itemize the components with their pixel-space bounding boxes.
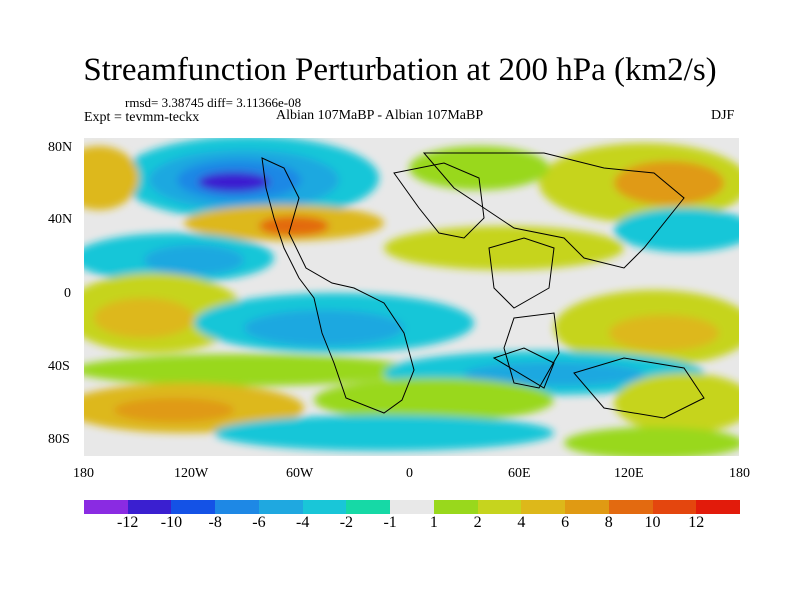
x-tick-0: 0 — [406, 466, 413, 481]
contour-pos-10-namerica — [259, 216, 329, 236]
contour-pos-6-tropics-west — [94, 298, 194, 338]
colorbar-label: -12 — [117, 514, 139, 531]
colorbar-cell — [433, 500, 479, 514]
colorbar-cell — [127, 500, 172, 514]
coastlines — [261, 152, 705, 419]
experiment-label: Expt = tevmm-teckx — [84, 110, 200, 125]
colorbar-cell — [346, 500, 391, 514]
coastline-greenland — [393, 162, 485, 239]
x-tick-180w: 180 — [73, 466, 94, 481]
colorbar-cell — [258, 500, 304, 514]
coastline-south-africa — [503, 312, 560, 389]
coastline-west-africa — [488, 237, 555, 309]
colorbar-cell — [521, 500, 566, 514]
comparison-label: Albian 107MaBP - Albian 107MaBP — [276, 108, 484, 123]
colorbar-cell — [302, 500, 347, 514]
colorbar-cell — [565, 500, 610, 514]
coastline-madagascar — [492, 347, 555, 389]
colorbar-label: -2 — [339, 514, 354, 531]
contour-pos-6-westedge — [84, 146, 139, 210]
coastline-eurasia — [422, 152, 685, 269]
y-tick-40n: 40N — [48, 212, 73, 227]
colorbar-cell — [390, 500, 435, 514]
colorbar-cell — [84, 500, 129, 514]
colorbar-cell — [171, 500, 216, 514]
contour-pos-6-tropics-east — [609, 315, 719, 351]
contour-pos-4-smid-east — [614, 373, 739, 433]
contour-pos-2-natl — [409, 146, 549, 190]
season-label: DJF — [711, 108, 735, 123]
contour-neg-10-npac — [198, 172, 270, 192]
contour-pos-8-smid-west — [114, 398, 234, 422]
contour-pos-2-smid — [314, 378, 554, 422]
colorbar-cell — [608, 500, 654, 514]
map-title: Streamfunction Perturbation at 200 hPa (… — [83, 52, 717, 88]
coastline-americas — [261, 157, 415, 414]
colorbar-cell — [696, 500, 741, 514]
x-tick-60e: 60E — [508, 466, 531, 481]
colorbar-label: -1 — [383, 514, 397, 531]
colorbar-cell — [652, 500, 697, 514]
y-tick-80s: 80S — [48, 432, 70, 447]
y-tick-0: 0 — [64, 286, 71, 301]
contour-fields — [84, 138, 739, 456]
colorbar-label: -4 — [295, 514, 310, 531]
contour-neg-4-tropics — [244, 310, 404, 346]
colorbar-label: 12 — [688, 514, 705, 531]
contour-pos-2-ssubtrop — [84, 354, 414, 386]
colorbar-label: -8 — [208, 514, 222, 531]
colorbar-cell — [215, 500, 260, 514]
y-tick-80n: 80N — [48, 140, 73, 155]
contour-neg-2-shigh — [214, 415, 554, 451]
contour-pos-2-shigh — [564, 427, 739, 456]
x-tick-180e: 180 — [729, 466, 750, 481]
coastline-antarctica-australia — [573, 357, 705, 419]
colorbar-label: 4 — [517, 514, 526, 531]
contour-neg-4-ssubtrop — [464, 362, 644, 386]
x-tick-120e: 120E — [614, 466, 644, 481]
y-tick-40s: 40S — [48, 359, 70, 374]
contour-pos-4-tethys — [384, 226, 624, 270]
stats-text: rmsd= 3.38745 diff= 3.11366e-08 — [125, 95, 302, 110]
colorbar-label: 6 — [561, 514, 570, 531]
map-plot — [84, 138, 739, 456]
contour-pos-8-eurasia — [614, 161, 724, 205]
contour-neg-4-subtrop — [144, 245, 244, 275]
colorbar-cell — [477, 500, 522, 514]
x-tick-60w: 60W — [286, 466, 314, 481]
colorbar-label: -10 — [160, 514, 183, 531]
colorbar-label: 2 — [473, 514, 482, 531]
contour-neg-2-npacific-east — [614, 208, 739, 252]
colorbar-label: 1 — [429, 514, 438, 531]
colorbar-label: 10 — [644, 514, 661, 531]
colorbar-label: -6 — [252, 514, 266, 531]
colorbar-label: 8 — [604, 514, 613, 531]
colorbar — [84, 500, 741, 514]
x-tick-120w: 120W — [174, 466, 209, 481]
